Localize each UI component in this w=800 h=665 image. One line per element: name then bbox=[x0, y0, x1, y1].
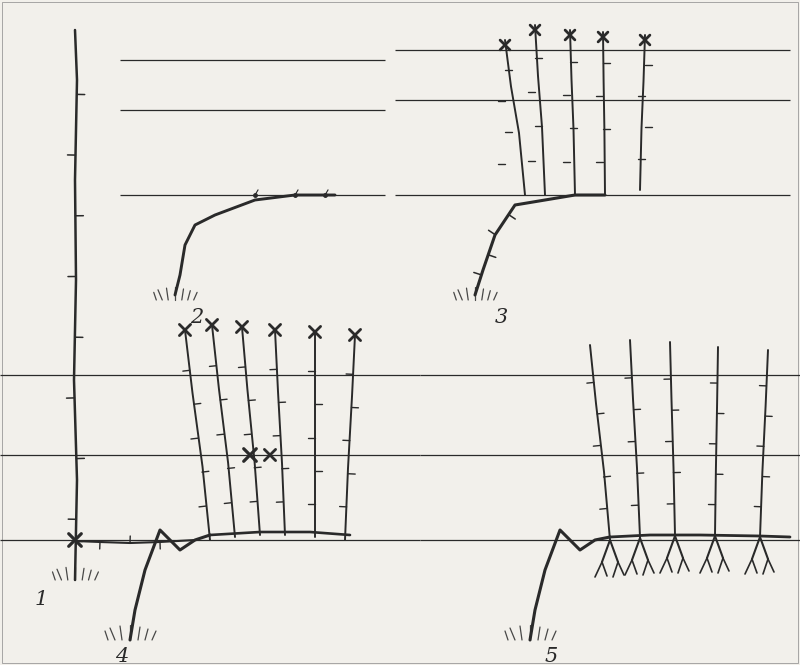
Text: 5: 5 bbox=[545, 647, 558, 665]
Text: 1: 1 bbox=[35, 590, 48, 609]
Text: 4: 4 bbox=[115, 647, 128, 665]
Text: 3: 3 bbox=[495, 308, 508, 327]
Text: 2: 2 bbox=[190, 308, 203, 327]
